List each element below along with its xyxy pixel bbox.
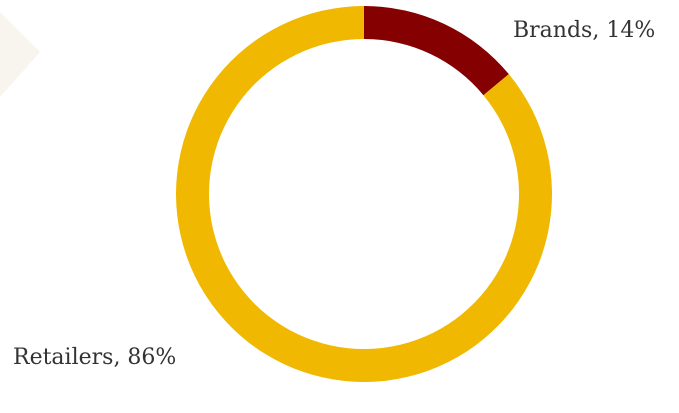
slice-label-brands: Brands, 14% <box>513 18 655 43</box>
donut-slice-brands <box>364 6 509 96</box>
slices-group <box>176 6 552 382</box>
slice-label-retailers: Retailers, 86% <box>13 345 176 370</box>
